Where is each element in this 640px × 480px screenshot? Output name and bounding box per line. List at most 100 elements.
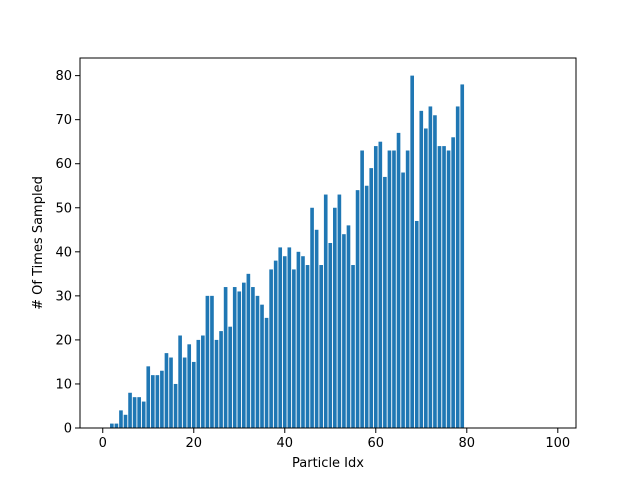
- bar: [414, 220, 419, 428]
- bar: [205, 295, 210, 428]
- x-tick-label: 80: [459, 436, 476, 451]
- bar: [232, 287, 237, 428]
- bar: [419, 110, 424, 428]
- y-tick-label: 60: [55, 157, 72, 172]
- bar: [319, 265, 323, 428]
- bar: [273, 260, 278, 428]
- bar: [287, 247, 292, 428]
- bar: [119, 410, 123, 428]
- y-tick-label: 80: [55, 69, 72, 84]
- bar: [455, 106, 460, 428]
- bar: [405, 150, 410, 428]
- bar: [433, 115, 437, 428]
- bar: [369, 168, 374, 428]
- bar: [401, 172, 405, 428]
- bar: [210, 295, 214, 428]
- bar: [292, 269, 296, 428]
- bar: [201, 335, 205, 428]
- bar: [373, 146, 378, 428]
- bar: [228, 326, 232, 428]
- bar: [182, 357, 187, 428]
- x-tick-label: 0: [99, 436, 107, 451]
- bar: [114, 423, 119, 428]
- bar: [169, 357, 173, 428]
- bar: [410, 75, 415, 428]
- bar: [146, 366, 151, 428]
- bar: [128, 392, 132, 428]
- bar: [160, 370, 164, 428]
- bar: [132, 397, 137, 428]
- bar: [296, 251, 301, 428]
- bar: [424, 128, 428, 428]
- bar: [328, 243, 333, 428]
- y-tick-label: 30: [55, 289, 72, 304]
- x-tick-label: 20: [185, 436, 202, 451]
- bar: [255, 295, 260, 428]
- bar: [355, 190, 360, 428]
- bar: [241, 282, 246, 428]
- bar: [178, 335, 182, 428]
- x-tick-label: 60: [368, 436, 385, 451]
- x-tick-label: 100: [545, 436, 570, 451]
- bar: [437, 146, 442, 428]
- bar: [164, 353, 169, 428]
- bar: [460, 84, 465, 428]
- y-tick-label: 50: [55, 201, 72, 216]
- bar: [446, 150, 451, 428]
- bar: [351, 265, 355, 428]
- y-tick-label: 0: [64, 422, 72, 437]
- y-tick-label: 40: [55, 245, 72, 260]
- bar: [378, 141, 383, 428]
- bar: [110, 423, 114, 428]
- bar: [333, 207, 337, 428]
- bar: [246, 273, 251, 428]
- bar: [364, 185, 369, 428]
- bar: [451, 137, 455, 429]
- bar: [237, 291, 242, 428]
- bar: [223, 287, 228, 428]
- bar: [301, 256, 305, 428]
- bar: [337, 194, 342, 428]
- bar: [155, 375, 160, 428]
- bar: [214, 339, 219, 428]
- bar: [123, 414, 128, 428]
- bars-group: [110, 75, 465, 429]
- bar: [260, 304, 264, 428]
- bar: [360, 150, 364, 428]
- bar: [141, 401, 146, 428]
- x-axis-ticks: 0 20 40 60 80 100: [99, 428, 570, 451]
- bar: [196, 339, 201, 428]
- bar: [383, 176, 387, 428]
- bar: [392, 150, 396, 428]
- bar: [278, 247, 283, 428]
- bar: [387, 150, 392, 428]
- y-axis-label: # Of Times Sampled: [31, 176, 46, 310]
- bar: [150, 375, 155, 428]
- y-axis-ticks: 0 10 20 30 40 50 60 70 80: [55, 69, 80, 437]
- bar: [187, 344, 192, 428]
- bar: [219, 331, 223, 428]
- bar: [442, 146, 446, 428]
- bar: [310, 207, 314, 428]
- plot-frame: [79, 57, 577, 429]
- bar: [191, 361, 196, 428]
- bar: [173, 383, 178, 428]
- y-tick-label: 70: [55, 113, 72, 128]
- bar: [346, 225, 351, 428]
- bar: [342, 234, 346, 428]
- bar: [282, 256, 287, 428]
- x-axis-label: Particle Idx: [292, 456, 364, 471]
- bar: [264, 317, 269, 428]
- bar: [428, 106, 433, 428]
- bar: [251, 287, 255, 428]
- bar: [314, 229, 319, 428]
- bar: [323, 194, 328, 428]
- bar: [396, 132, 401, 428]
- y-tick-label: 10: [55, 377, 72, 392]
- bar: [305, 265, 310, 428]
- bar: [137, 397, 141, 428]
- y-tick-label: 20: [55, 333, 72, 348]
- bar: [269, 269, 273, 428]
- x-tick-label: 40: [276, 436, 293, 451]
